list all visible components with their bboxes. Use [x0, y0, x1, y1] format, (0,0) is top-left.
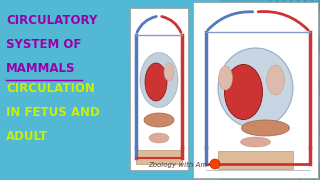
Circle shape — [210, 159, 220, 169]
Text: Zoology with Am: Zoology with Am — [148, 162, 207, 168]
Ellipse shape — [241, 137, 270, 147]
Ellipse shape — [164, 63, 174, 81]
Text: MAMMALS: MAMMALS — [6, 62, 76, 75]
Text: SYSTEM OF: SYSTEM OF — [6, 38, 81, 51]
Ellipse shape — [267, 65, 284, 95]
Text: ADULT: ADULT — [6, 130, 48, 143]
Text: CIRCULATION: CIRCULATION — [6, 82, 95, 95]
Bar — [218, 151, 293, 169]
Ellipse shape — [144, 113, 174, 127]
Bar — [193, 2, 318, 178]
Bar — [130, 8, 188, 170]
Ellipse shape — [149, 133, 169, 143]
Ellipse shape — [145, 63, 167, 101]
Text: IN FETUS AND: IN FETUS AND — [6, 106, 100, 119]
Ellipse shape — [242, 120, 290, 136]
Bar — [136, 150, 182, 164]
Ellipse shape — [225, 64, 262, 120]
Ellipse shape — [218, 48, 293, 128]
Ellipse shape — [219, 66, 233, 90]
Ellipse shape — [140, 53, 178, 107]
Text: CIRCULATORY: CIRCULATORY — [6, 14, 97, 27]
Bar — [220, 0, 320, 180]
